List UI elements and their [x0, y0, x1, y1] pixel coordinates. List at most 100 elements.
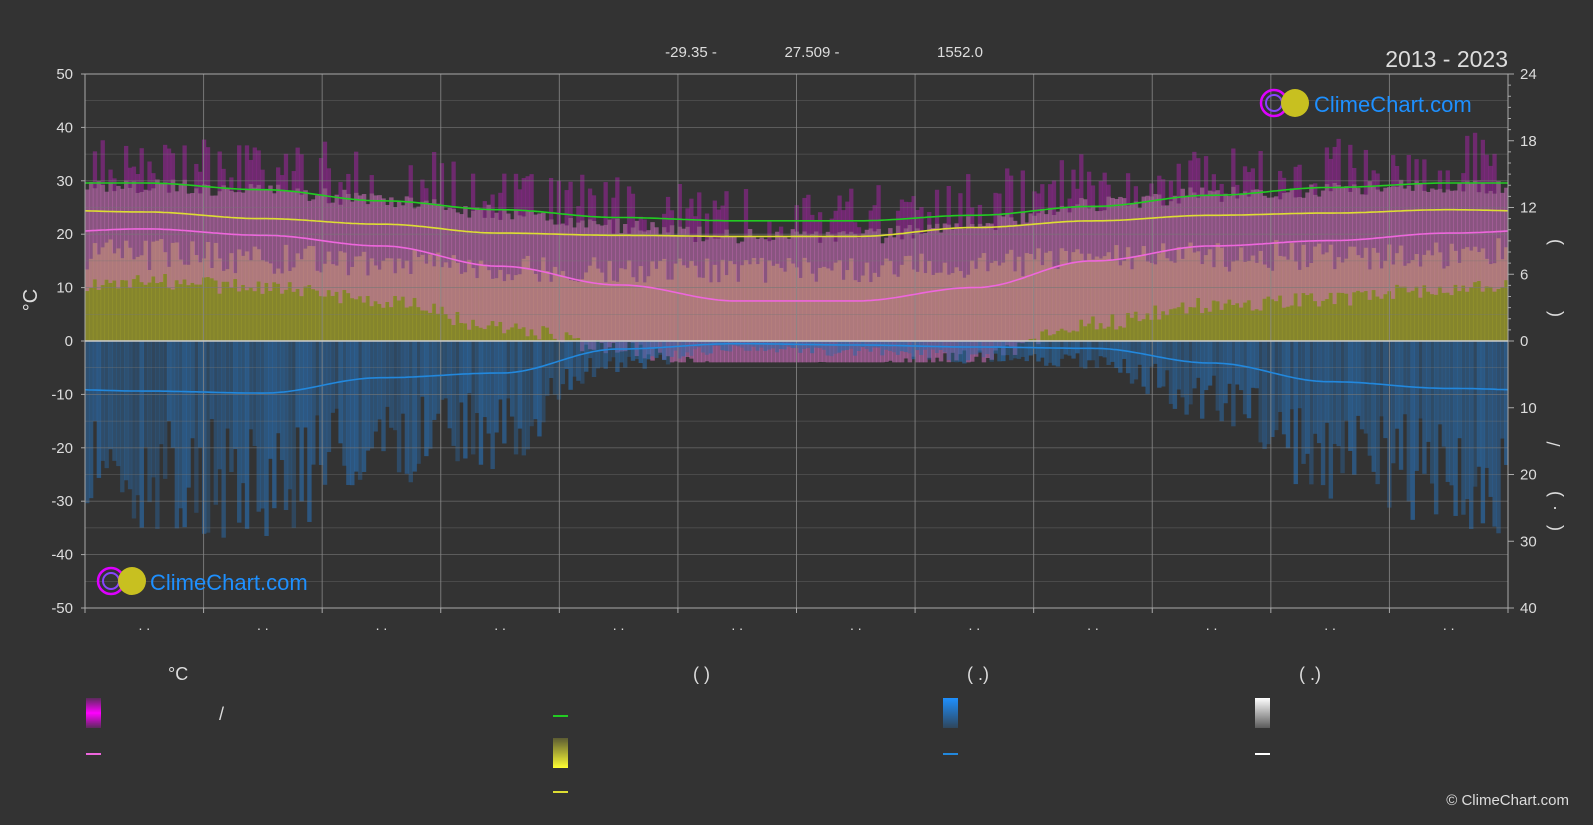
precipitation-bar — [1379, 341, 1384, 417]
temperature-range-bar — [860, 233, 866, 363]
temperature-max-spike — [630, 193, 636, 228]
legend-snow-swatch — [1255, 698, 1270, 728]
temperature-range-bar — [447, 207, 453, 319]
sunshine-bar — [342, 252, 347, 341]
temperature-range-bar — [681, 228, 686, 363]
precipitation-bar — [892, 341, 897, 353]
temperature-range-bar — [942, 223, 948, 354]
temperature-max-spike — [229, 177, 234, 191]
precipitation-bar — [357, 341, 363, 480]
precipitation-bar — [318, 341, 324, 465]
temperature-max-spike — [439, 163, 445, 206]
temperature-range-bar — [810, 233, 815, 363]
temperature-range-bar — [853, 233, 858, 363]
temperature-max-spike — [424, 188, 429, 201]
precipitation-bar — [459, 341, 464, 403]
precipitation-bar — [354, 341, 359, 472]
precipitation-bar — [1476, 341, 1482, 467]
temperature-range-bar — [1277, 199, 1283, 296]
temperature-range-bar — [845, 234, 850, 363]
y-right-tick-label: 40 — [1520, 600, 1537, 617]
temperature-max-spike — [1492, 153, 1497, 194]
temperature-range-bar — [767, 241, 772, 363]
temperature-range-bar — [498, 219, 503, 322]
precipitation-bar — [190, 341, 195, 439]
sunshine-bar — [1406, 263, 1412, 341]
sunshine-bar — [1344, 258, 1349, 341]
sunshine-bar — [229, 253, 234, 341]
sunshine-bar — [1402, 265, 1408, 341]
precipitation-bar — [833, 341, 838, 354]
sunshine-bar — [1418, 266, 1423, 341]
temperature-max-spike — [1480, 139, 1486, 184]
sunshine-bar — [279, 273, 285, 341]
precipitation-bar — [1254, 341, 1259, 389]
sunshine-bar — [1332, 269, 1338, 341]
precipitation-bar — [1313, 341, 1318, 434]
temperature-max-spike — [279, 175, 285, 191]
temperature-range-bar — [568, 217, 573, 336]
temperature-range-bar — [798, 234, 803, 363]
precipitation-bar — [1414, 341, 1419, 471]
brand-ring-inner-icon — [102, 572, 120, 590]
temperature-max-spike — [1106, 184, 1111, 197]
temperature-range-bar — [108, 182, 113, 284]
sunshine-bar — [264, 261, 269, 341]
sunshine-bar — [1500, 259, 1505, 341]
temperature-range-bar — [104, 191, 109, 280]
sunshine-bar — [1422, 254, 1427, 341]
temperature-range-bar — [139, 191, 145, 283]
precipitation-bar — [529, 341, 534, 427]
temperature-max-spike — [1484, 154, 1489, 194]
temperature-range-bar — [782, 236, 788, 363]
temperature-max-spike — [1079, 154, 1084, 198]
precipitation-bar — [428, 341, 433, 449]
precipitation-bar — [494, 341, 499, 433]
temperature-range-bar — [311, 199, 316, 290]
precipitation-bar — [1094, 341, 1100, 368]
precipitation-bar — [1059, 341, 1065, 359]
y-right-label-glyph: / — [1544, 441, 1564, 446]
precipitation-bar — [1001, 341, 1006, 362]
precipitation-bar — [389, 341, 394, 428]
temperature-range-bar — [1161, 205, 1166, 312]
y-axis-right: 24 18 12 6 0 10 20 30 40 — [1508, 66, 1537, 617]
temperature-max-spike — [903, 201, 909, 229]
temperature-max-spike — [1332, 146, 1337, 183]
temperature-max-spike — [451, 161, 456, 209]
precipitation-bar — [962, 341, 967, 364]
sunshine-bar — [1293, 261, 1299, 341]
temperature-range-bar — [470, 210, 476, 320]
temperature-max-spike — [856, 227, 862, 238]
temperature-range-bar — [584, 227, 589, 345]
precipitation-bar — [1149, 341, 1154, 367]
sunshine-bar — [268, 263, 273, 341]
sunshine-bar — [143, 240, 148, 341]
temperature-range-bar — [1352, 184, 1357, 293]
sunshine-bar — [151, 241, 156, 341]
temperature-max-spike — [716, 209, 721, 239]
sunshine-bar — [299, 259, 304, 341]
precipitation-bar — [603, 341, 608, 369]
temperature-range-bar — [1098, 211, 1104, 324]
temperature-range-bar — [1079, 197, 1084, 320]
precipitation-bar — [1375, 341, 1380, 485]
temperature-max-spike — [661, 213, 667, 228]
temperature-max-spike — [318, 157, 324, 196]
temperature-max-spike — [1277, 170, 1283, 200]
sunshine-bar — [1484, 258, 1490, 341]
daylight-line — [85, 182, 1508, 222]
precipitation-bar — [1203, 341, 1209, 391]
precipitation-bar — [1129, 341, 1135, 384]
temperature-range-bar — [389, 197, 394, 308]
precipitation-bar — [1441, 341, 1447, 447]
temperature-max-spike — [123, 145, 129, 181]
temperature-range-bar — [467, 217, 472, 330]
precipitation-bar — [1328, 341, 1334, 499]
sunshine-bar — [221, 270, 226, 341]
precipitation-bar — [966, 341, 971, 361]
precipitation-bar — [1055, 341, 1061, 367]
precipitation-bar — [525, 341, 530, 450]
temperature-range-bar — [506, 213, 511, 330]
precipitation-bar — [1227, 341, 1232, 384]
